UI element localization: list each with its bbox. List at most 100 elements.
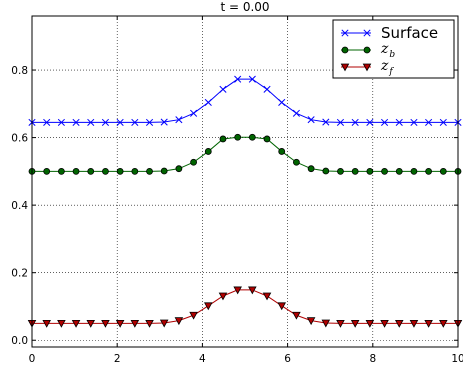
series-line [32, 78, 458, 123]
y-tick-label: 0.4 [11, 200, 28, 212]
point-marker-triangle [362, 63, 372, 72]
point-marker-x [381, 118, 389, 126]
series-line [32, 289, 458, 324]
point-marker-triangle [145, 319, 154, 328]
point-marker-circle [351, 167, 359, 175]
point-marker-circle [87, 167, 95, 175]
x-tick-label: 0 [29, 353, 36, 365]
point-marker-triangle [86, 319, 96, 328]
x-tick-label: 4 [199, 353, 206, 365]
legend-entry: Surface [341, 24, 438, 42]
point-marker-circle [102, 167, 109, 175]
point-marker-triangle [42, 319, 51, 328]
point-marker-circle [293, 158, 300, 166]
point-marker-x [160, 118, 168, 126]
point-marker-x [341, 29, 349, 37]
point-marker-circle [234, 133, 242, 141]
series-line [32, 136, 458, 172]
series-z-f [27, 286, 463, 328]
axis-ticks: 0 2 4 6 8 10 0.0 0.2 0.4 0.6 0.8 [11, 16, 463, 365]
series-surface [28, 75, 462, 126]
point-marker-circle [366, 167, 374, 175]
point-marker-circle [410, 167, 418, 175]
point-marker-x [87, 118, 95, 126]
point-marker-triangle [233, 286, 242, 295]
point-marker-x [43, 118, 51, 126]
point-marker-circle [439, 167, 447, 175]
point-marker-triangle [71, 319, 81, 328]
point-marker-x [175, 116, 183, 124]
point-marker-triangle [424, 319, 433, 328]
point-marker-triangle [394, 319, 404, 328]
point-marker-circle [160, 167, 168, 175]
point-marker-x [307, 116, 315, 124]
point-marker-circle [278, 148, 286, 155]
point-marker-circle [395, 167, 403, 175]
point-marker-circle [146, 167, 153, 175]
point-marker-circle [322, 167, 330, 175]
y-tick-label: 0.0 [11, 335, 28, 347]
point-marker-triangle [380, 319, 389, 328]
point-marker-circle [72, 167, 80, 175]
point-marker-triangle [174, 317, 184, 326]
point-marker-x [57, 118, 65, 126]
point-marker-x [204, 98, 212, 107]
point-marker-triangle [248, 286, 257, 295]
point-marker-circle [190, 158, 197, 166]
point-marker-x [322, 118, 330, 126]
point-marker-triangle [350, 319, 360, 328]
point-marker-triangle [159, 319, 169, 328]
point-marker-circle [131, 167, 139, 175]
point-marker-x [263, 85, 271, 93]
point-marker-circle [381, 167, 388, 175]
point-marker-x [336, 118, 345, 126]
series-layer [27, 75, 463, 328]
point-marker-triangle [365, 319, 375, 328]
point-marker-circle [57, 167, 65, 175]
point-marker-circle [204, 148, 212, 155]
point-marker-circle [341, 46, 349, 54]
point-marker-triangle [101, 319, 110, 328]
point-marker-x [101, 118, 109, 126]
point-marker-circle [219, 135, 227, 143]
point-marker-triangle [292, 311, 301, 320]
x-tick-label: 8 [369, 353, 376, 365]
legend-box [332, 19, 455, 79]
point-marker-x [116, 118, 124, 126]
point-marker-x [248, 75, 256, 83]
y-tick-label: 0.6 [11, 133, 28, 145]
point-marker-x [410, 118, 418, 126]
point-marker-circle [263, 135, 271, 143]
x-tick-label: 6 [284, 353, 291, 365]
point-marker-triangle [57, 319, 66, 328]
point-marker-circle [307, 165, 315, 173]
y-tick-label: 0.2 [11, 268, 28, 280]
point-marker-triangle [277, 302, 286, 311]
point-marker-triangle [321, 319, 331, 328]
point-marker-circle [43, 167, 51, 175]
y-tick-label: 0.8 [11, 65, 28, 77]
point-marker-x [351, 118, 359, 126]
point-marker-x [131, 118, 139, 126]
point-marker-x [439, 118, 447, 126]
chart-title: t = 0.00 [220, 0, 269, 14]
x-tick-label: 10 [451, 353, 463, 365]
point-marker-circle [337, 167, 344, 175]
point-marker-x [234, 75, 242, 83]
point-marker-x [395, 118, 403, 126]
point-marker-triangle [189, 311, 198, 320]
legend-label: Surface [381, 24, 438, 42]
point-marker-circle [363, 46, 371, 54]
point-marker-triangle [218, 292, 228, 301]
point-marker-x [366, 118, 374, 126]
plot-frame [31, 15, 459, 348]
point-marker-triangle [409, 319, 419, 328]
point-marker-triangle [306, 317, 316, 326]
point-marker-triangle [262, 292, 272, 301]
point-marker-x [145, 118, 154, 126]
point-marker-circle [248, 133, 256, 141]
point-marker-triangle [336, 319, 345, 328]
point-marker-circle [425, 167, 433, 175]
